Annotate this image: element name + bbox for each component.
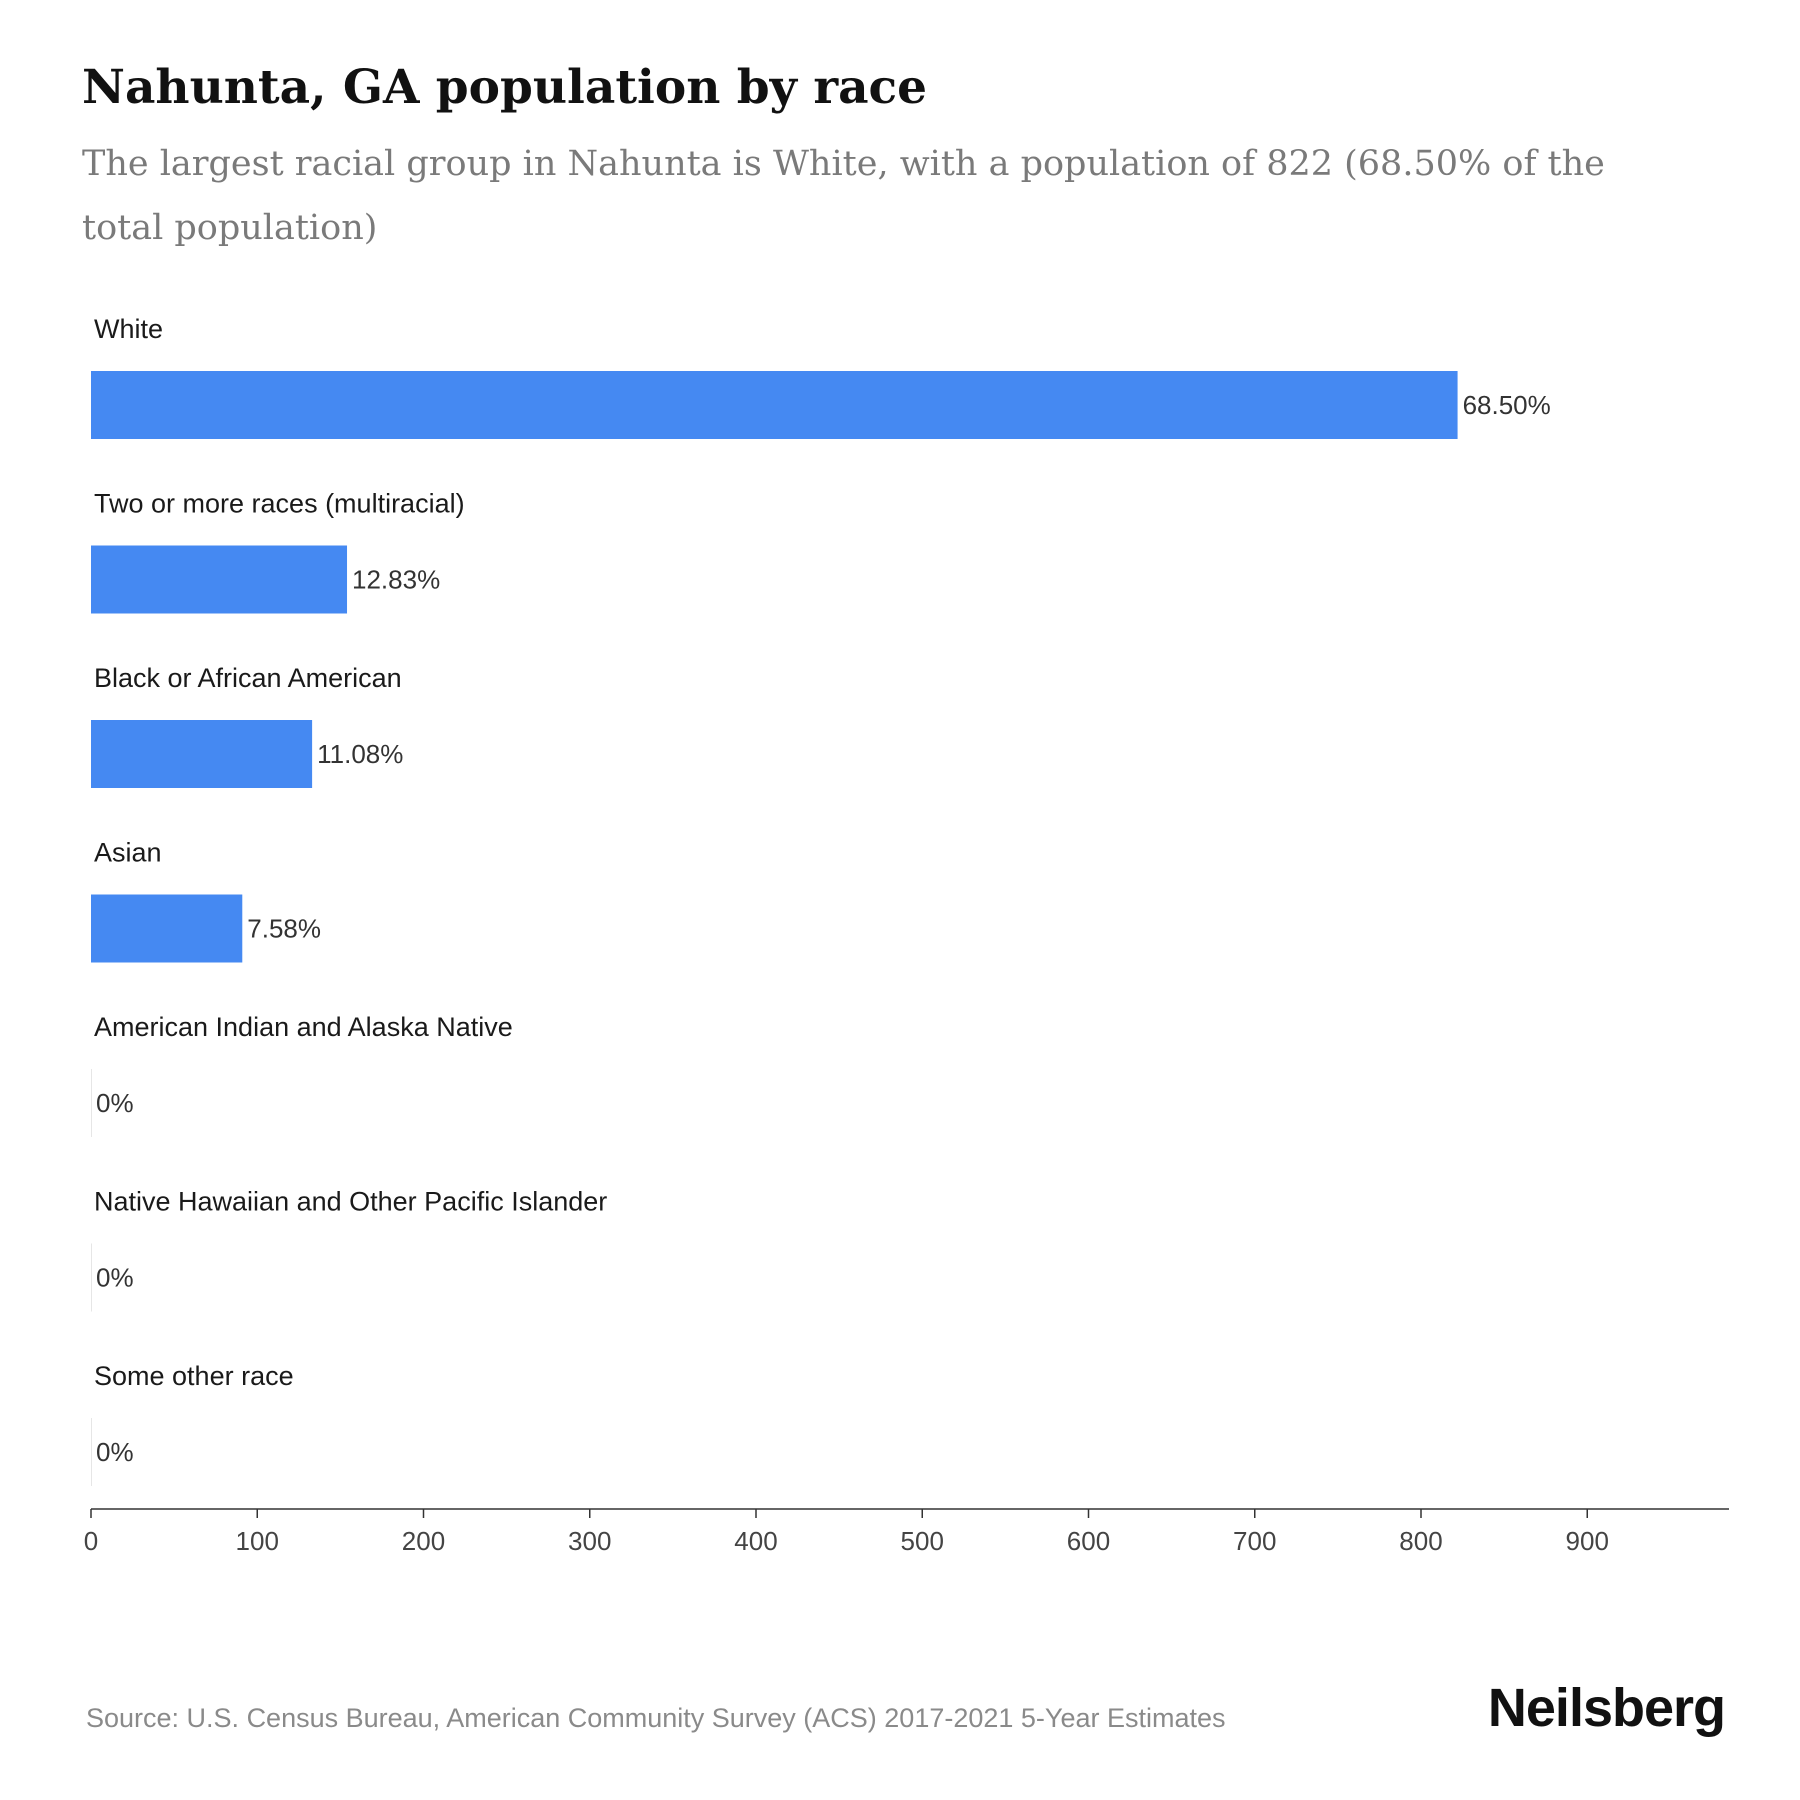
bar-row: Native Hawaiian and Other Pacific Island… <box>91 1187 607 1312</box>
bar-row: Two or more races (multiracial) 12.83% <box>91 489 465 614</box>
value-label: 12.83% <box>352 565 440 595</box>
bar[interactable] <box>91 545 348 614</box>
value-label: 0% <box>96 1263 134 1293</box>
category-label: American Indian and Alaska Native <box>94 1012 513 1042</box>
x-tick-label: 100 <box>236 1526 279 1556</box>
x-tick-label: 200 <box>402 1526 445 1556</box>
value-label: 0% <box>96 1088 134 1118</box>
source-note: Source: U.S. Census Bureau, American Com… <box>86 1703 1226 1733</box>
bar-row: Black or African American 11.08% <box>91 663 403 788</box>
category-label: Two or more races (multiracial) <box>94 489 465 519</box>
value-label: 0% <box>96 1437 134 1467</box>
x-tick-label: 300 <box>568 1526 611 1556</box>
x-tick-label: 0 <box>84 1526 98 1556</box>
category-label: Black or African American <box>94 663 402 693</box>
x-tick-label: 600 <box>1067 1526 1110 1556</box>
value-label: 68.50% <box>1463 390 1551 420</box>
value-label: 7.58% <box>247 914 321 944</box>
chart-title: Nahunta, GA population by race <box>82 60 928 115</box>
category-label: White <box>94 314 163 344</box>
bars-group: White 68.50% Two or more races (multiracia… <box>91 314 1551 1486</box>
x-tick-label: 900 <box>1566 1526 1609 1556</box>
category-label: Some other race <box>94 1361 294 1391</box>
bar[interactable] <box>91 894 243 963</box>
category-label: Asian <box>94 838 162 868</box>
x-tick-label: 700 <box>1233 1526 1276 1556</box>
x-tick-label: 400 <box>734 1526 777 1556</box>
bar-row: Asian 7.58% <box>91 838 321 963</box>
x-axis: 0 100 200 300 400 500 600 700 800 900 <box>84 1508 1729 1556</box>
value-label: 11.08% <box>317 739 403 769</box>
x-tick-label: 800 <box>1399 1526 1442 1556</box>
brand-logo[interactable]: Neilsberg <box>1487 1678 1726 1738</box>
chart-subtitle: The largest racial group in Nahunta is W… <box>82 144 1605 248</box>
bar[interactable] <box>91 371 1458 439</box>
bar-row: American Indian and Alaska Native 0% <box>91 1012 513 1137</box>
bar-row: White 68.50% <box>91 314 1551 439</box>
category-label: Native Hawaiian and Other Pacific Island… <box>94 1187 607 1217</box>
bar-row: Some other race 0% <box>91 1361 294 1486</box>
bar[interactable] <box>91 720 313 788</box>
x-tick-label: 500 <box>901 1526 944 1556</box>
